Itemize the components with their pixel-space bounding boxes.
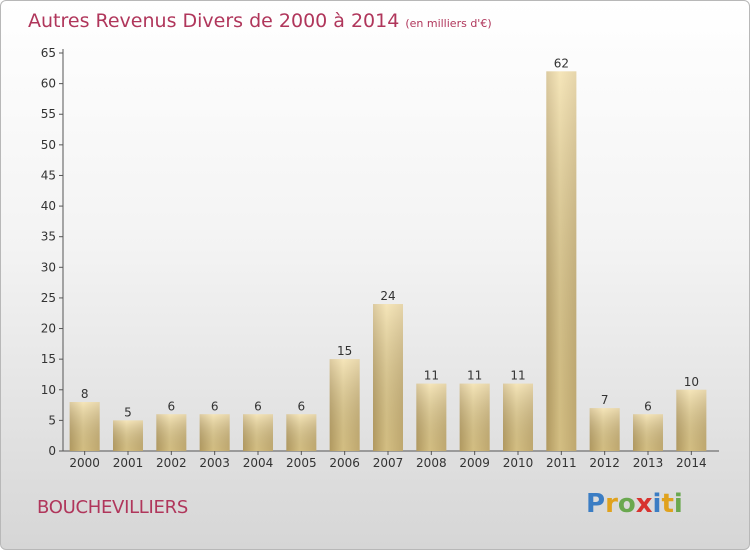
y-tick-label: 10: [41, 383, 56, 397]
commune-name: BOUCHEVILLIERS: [37, 497, 188, 518]
logo-letter: i: [652, 489, 662, 519]
bar-shade: [286, 414, 317, 451]
bar-shade: [329, 359, 360, 451]
bar-shade: [416, 383, 447, 451]
bar-shade: [503, 383, 533, 451]
x-tick-label: 2011: [546, 456, 577, 470]
bar-value-label: 5: [124, 405, 132, 419]
chart-title-text: Autres Revenus Divers de 2000 à 2014: [28, 10, 400, 32]
bar-value-label: 11: [467, 369, 482, 383]
x-tick-label: 2002: [156, 456, 187, 470]
logo-letter: o: [617, 489, 636, 519]
y-tick-label: 45: [41, 168, 56, 182]
x-tick-label: 2000: [69, 456, 100, 470]
y-tick-label: 0: [48, 444, 56, 458]
proxiti-logo[interactable]: Proxiti: [586, 489, 683, 519]
y-tick-label: 30: [41, 260, 56, 274]
bar-shade: [156, 414, 187, 451]
chart-unit-text: (en milliers d'€): [405, 17, 492, 30]
y-tick-label: 55: [41, 107, 56, 121]
bar-value-label: 10: [684, 375, 699, 389]
x-tick-label: 2009: [459, 456, 490, 470]
bar-value-label: 8: [81, 387, 89, 401]
logo-letter: t: [661, 489, 674, 519]
bar-shade: [633, 414, 663, 451]
bar-value-label: 6: [211, 399, 219, 413]
bar-shade: [373, 304, 403, 451]
logo-letter: P: [586, 489, 606, 519]
bar-value-label: 24: [380, 289, 395, 303]
bar-value-label: 6: [168, 399, 176, 413]
x-tick-label: 2008: [416, 456, 447, 470]
bar-value-label: 11: [424, 369, 439, 383]
bar-value-label: 62: [554, 56, 569, 70]
x-tick-label: 2010: [503, 456, 534, 470]
chart-title: Autres Revenus Divers de 2000 à 2014 (en …: [28, 10, 492, 32]
x-tick-label: 2001: [113, 456, 144, 470]
bar-value-label: 15: [337, 344, 352, 358]
bar-value-label: 11: [510, 369, 525, 383]
y-tick-label: 5: [48, 413, 56, 427]
y-tick-label: 15: [41, 352, 56, 366]
bar-value-label: 6: [644, 399, 652, 413]
y-tick-label: 20: [41, 322, 56, 336]
x-tick-label: 2012: [589, 456, 620, 470]
logo-letter: i: [673, 489, 683, 519]
y-tick-label: 65: [41, 46, 56, 60]
x-tick-label: 2004: [243, 456, 274, 470]
x-tick-label: 2003: [199, 456, 230, 470]
y-tick-label: 50: [41, 138, 56, 152]
y-tick-label: 25: [41, 291, 56, 305]
x-tick-label: 2005: [286, 456, 317, 470]
y-tick-label: 40: [41, 199, 56, 213]
bar-value-label: 7: [601, 393, 609, 407]
y-tick-label: 35: [41, 230, 56, 244]
bar-shade: [546, 71, 577, 451]
chart-bars: 8 5 6 6 6 6 15 24 11 11 11 62 7 6 10: [69, 56, 707, 451]
bar-shade: [589, 408, 620, 451]
x-tick-label: 2006: [329, 456, 360, 470]
bar-value-label: 6: [298, 399, 306, 413]
y-tick-label: 60: [41, 77, 56, 91]
x-tick-label: 2014: [676, 456, 707, 470]
x-tick-label: 2007: [373, 456, 404, 470]
bar-shade: [243, 414, 273, 451]
bar-shade: [676, 389, 707, 451]
bar-shade: [199, 414, 230, 451]
x-tick-label: 2013: [633, 456, 664, 470]
logo-letter: r: [605, 489, 618, 519]
logo-letter: x: [635, 489, 653, 519]
bar-value-label: 6: [254, 399, 262, 413]
bar-shade: [459, 383, 490, 451]
bar-shade: [69, 402, 100, 451]
bar-shade: [113, 420, 143, 451]
